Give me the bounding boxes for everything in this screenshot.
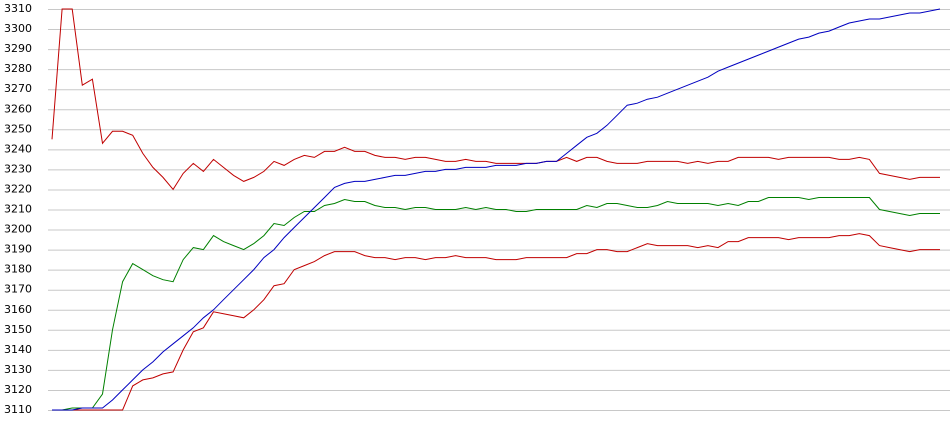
series-line bbox=[52, 197, 940, 411]
y-tick-label: 3310 bbox=[4, 2, 32, 15]
y-tick-label: 3280 bbox=[4, 62, 32, 75]
series-line bbox=[52, 233, 940, 411]
series-line bbox=[51, 8, 940, 191]
y-tick-label: 3170 bbox=[4, 283, 32, 296]
y-tick-label: 3290 bbox=[4, 42, 32, 55]
y-tick-label: 3190 bbox=[4, 243, 32, 256]
y-tick-label: 3240 bbox=[4, 142, 32, 155]
y-tick-label: 3220 bbox=[4, 182, 32, 195]
y-tick-label: 3300 bbox=[4, 22, 32, 35]
y-tick-label: 3250 bbox=[4, 122, 32, 135]
y-tick-label: 3110 bbox=[4, 403, 32, 416]
y-tick-label: 3200 bbox=[4, 223, 32, 236]
y-tick-label: 3160 bbox=[4, 303, 32, 316]
series-line bbox=[52, 8, 941, 411]
y-tick-label: 3210 bbox=[4, 203, 32, 216]
y-tick-label: 3230 bbox=[4, 162, 32, 175]
y-tick-label: 3140 bbox=[4, 343, 32, 356]
y-tick-label: 3270 bbox=[4, 82, 32, 95]
y-tick-label: 3180 bbox=[4, 263, 32, 276]
y-tick-label: 3130 bbox=[4, 363, 32, 376]
y-tick-label: 3150 bbox=[4, 323, 32, 336]
y-tick-label: 3260 bbox=[4, 102, 32, 115]
y-tick-label: 3120 bbox=[4, 383, 32, 396]
